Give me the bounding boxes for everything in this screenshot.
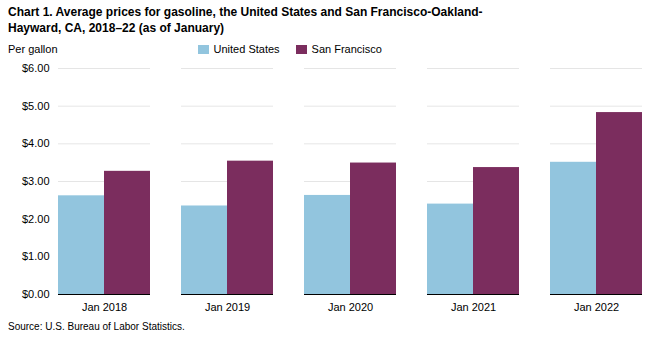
html-text:Chart 1. Average prices for ga: Chart 1. Average prices for gasoline, th… <box>8 5 483 36</box>
svg-text:$5.00: $5.00 <box>22 100 50 112</box>
svg-text:Jan 2022: Jan 2022 <box>574 302 619 314</box>
svg-text:Jan 2019: Jan 2019 <box>205 302 250 314</box>
svg-text:$3.00: $3.00 <box>22 175 50 187</box>
html-text:Per gallon: Per gallon <box>8 43 58 56</box>
html-text:United States: United States <box>213 43 280 56</box>
svg-text:$2.00: $2.00 <box>22 213 50 225</box>
svg-text:$6.00: $6.00 <box>22 62 50 74</box>
svg-text:Jan 2020: Jan 2020 <box>328 302 373 314</box>
html-text:San Francisco: San Francisco <box>311 43 382 56</box>
svg-text:Jan 2018: Jan 2018 <box>82 302 127 314</box>
svg-text:Jan 2021: Jan 2021 <box>451 302 496 314</box>
svg-text:$0.00: $0.00 <box>22 288 50 300</box>
html-text:Source: U.S. Bureau of Labor S: Source: U.S. Bureau of Labor Statistics. <box>8 321 185 333</box>
svg-text:$1.00: $1.00 <box>22 251 50 263</box>
svg-text:$4.00: $4.00 <box>22 138 50 150</box>
